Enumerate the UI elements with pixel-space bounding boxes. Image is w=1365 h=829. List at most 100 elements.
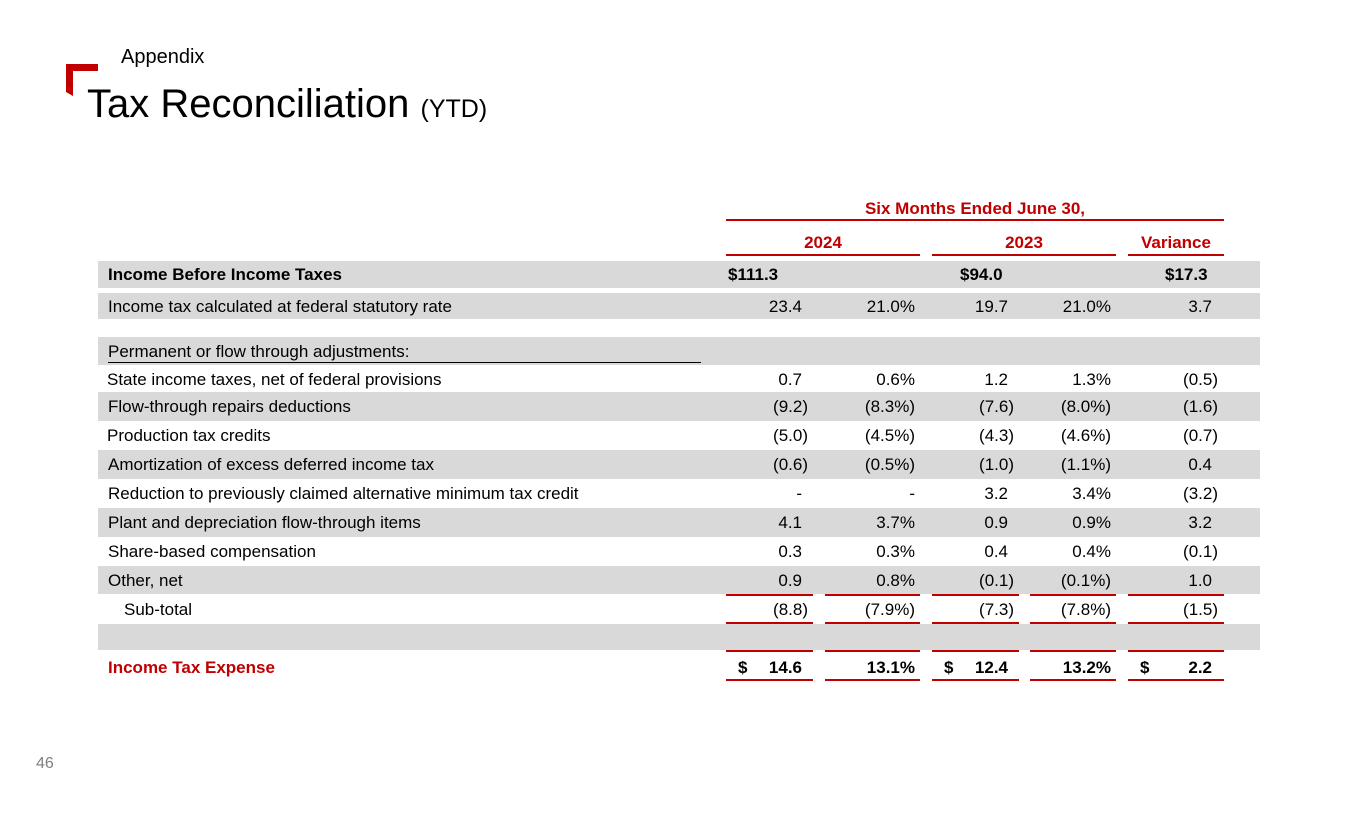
row-label: Income Tax Expense — [108, 658, 275, 677]
cell-variance: (3.2) — [1183, 484, 1218, 503]
cell-2024: (8.8) — [773, 600, 808, 619]
row-label: Income Before Income Taxes — [108, 265, 342, 284]
cell-2023-pct: (4.6%) — [1060, 426, 1111, 445]
cell-2024: (9.2) — [773, 397, 808, 416]
cell-2024: $111.3 — [728, 265, 779, 284]
page-title-suffix: (YTD) — [420, 95, 488, 123]
cell-2023: 0.9 — [984, 513, 1008, 532]
cell-variance: (0.1) — [1183, 542, 1218, 561]
cell-variance: 0.4 — [1188, 455, 1212, 474]
cell-2023: (1.0) — [979, 455, 1014, 474]
cell-variance: (1.5) — [1183, 600, 1218, 619]
cell-2024: - — [796, 484, 802, 503]
adjustments-header-underline — [108, 362, 701, 363]
cell-variance: 3.2 — [1188, 513, 1212, 532]
row-adjustment: Flow-through repairs deductions (9.2) (8… — [98, 392, 1260, 421]
cell-variance: (0.7) — [1183, 426, 1218, 445]
col-header-2023: 2023 — [932, 232, 1116, 256]
row-adjustment: Amortization of excess deferred income t… — [98, 450, 1260, 479]
cell-variance: $17.3 — [1165, 265, 1208, 284]
cell-2023: (7.3) — [979, 600, 1014, 619]
cell-2023: 1.2 — [984, 370, 1008, 389]
cell-2023: 0.4 — [984, 542, 1008, 561]
rule-below-subtotal — [825, 622, 920, 624]
cell-2024-pct: 21.0% — [866, 297, 915, 316]
page-title-text: Tax Reconciliation — [87, 82, 410, 126]
rule-below-subtotal — [1030, 622, 1116, 624]
row-label: Reduction to previously claimed alternat… — [108, 484, 579, 503]
cell-2023: (4.3) — [979, 426, 1014, 445]
row-label: State income taxes, net of federal provi… — [107, 370, 442, 389]
row-label: Production tax credits — [107, 426, 271, 445]
rule-above-total — [932, 650, 1019, 652]
row-adjustment: Reduction to previously claimed alternat… — [98, 479, 1260, 508]
cell-2023-pct: (1.1%) — [1060, 455, 1111, 474]
cell-2024: 14.6 — [768, 658, 802, 677]
cell-2023-pct: (7.8%) — [1060, 600, 1111, 619]
cell-2023: (0.1) — [979, 571, 1014, 590]
cell-2023-currency: $ — [944, 658, 954, 677]
col-header-2024: 2024 — [726, 232, 920, 256]
rule-below-total — [1030, 679, 1116, 681]
cell-2023-pct: (0.1%) — [1060, 571, 1111, 590]
rule-above-total — [726, 650, 813, 652]
cell-variance: (0.5) — [1183, 370, 1218, 389]
cell-variance: 3.7 — [1188, 297, 1212, 316]
cell-2023: 19.7 — [974, 297, 1008, 316]
cell-2024: 0.7 — [778, 370, 802, 389]
cell-2024-pct: 0.6% — [876, 370, 915, 389]
cell-2024-pct: (0.5%) — [864, 455, 915, 474]
cell-2023-pct: 1.3% — [1072, 370, 1111, 389]
row-adjustment: State income taxes, net of federal provi… — [98, 366, 1260, 392]
cell-2024-pct: 0.3% — [876, 542, 915, 561]
cell-2023-pct: 21.0% — [1062, 297, 1111, 316]
cell-2024: (0.6) — [773, 455, 808, 474]
page-title: Tax Reconciliation (YTD) — [87, 82, 487, 127]
cell-2024: 4.1 — [778, 513, 802, 532]
cell-2023: 3.2 — [984, 484, 1008, 503]
cell-2024: 23.4 — [768, 297, 802, 316]
cell-2024: 0.9 — [778, 571, 802, 590]
row-label: Other, net — [108, 571, 183, 590]
cell-2023-pct: 13.2% — [1062, 658, 1111, 677]
cell-2024-pct: 0.8% — [876, 571, 915, 590]
adjustments-header-label: Permanent or flow through adjustments: — [108, 342, 410, 361]
row-label: Income tax calculated at federal statuto… — [108, 297, 452, 316]
rule-below-total — [932, 679, 1019, 681]
rule-above-total — [1128, 650, 1224, 652]
cell-variance: (1.6) — [1183, 397, 1218, 416]
cell-2024-pct: - — [909, 484, 915, 503]
rule-above-total — [825, 650, 920, 652]
cell-2024-pct: 3.7% — [876, 513, 915, 532]
rule-below-total — [726, 679, 813, 681]
row-subtotal: Sub-total (8.8) (7.9%) (7.3) (7.8%) (1.5… — [98, 596, 1260, 622]
row-adjustments-header: Permanent or flow through adjustments: — [98, 337, 1260, 365]
row-adjustment: Production tax credits (5.0) (4.5%) (4.3… — [98, 421, 1260, 450]
cell-2024-pct: (4.5%) — [864, 426, 915, 445]
cell-2024-pct: 13.1% — [866, 658, 915, 677]
cell-2024-pct: (7.9%) — [864, 600, 915, 619]
col-header-variance: Variance — [1128, 232, 1224, 256]
row-label: Sub-total — [124, 600, 193, 619]
rule-above-subtotal — [932, 594, 1019, 596]
row-label: Plant and depreciation flow-through item… — [108, 513, 421, 532]
section-label: Appendix — [121, 46, 205, 68]
row-adjustment: Share-based compensation 0.3 0.3% 0.4 0.… — [98, 537, 1260, 566]
row-label: Share-based compensation — [108, 542, 316, 561]
cell-variance: 2.2 — [1188, 658, 1212, 677]
period-header: Six Months Ended June 30, — [726, 199, 1224, 221]
cell-2023-pct: 0.4% — [1072, 542, 1111, 561]
cell-2024: (5.0) — [773, 426, 808, 445]
rule-above-total — [1030, 650, 1116, 652]
row-income-before-taxes: Income Before Income Taxes $111.3 $94.0 … — [98, 261, 1260, 288]
cell-2023-pct: (8.0%) — [1060, 397, 1111, 416]
rule-below-total — [825, 679, 920, 681]
cell-2024-pct: (8.3%) — [864, 397, 915, 416]
cell-2023-pct: 3.4% — [1072, 484, 1111, 503]
cell-2024-currency: $ — [738, 658, 748, 677]
cell-variance-currency: $ — [1140, 658, 1150, 677]
row-adjustment: Other, net 0.9 0.8% (0.1) (0.1%) 1.0 — [98, 566, 1260, 594]
rule-below-subtotal — [1128, 622, 1224, 624]
row-label: Amortization of excess deferred income t… — [108, 455, 434, 474]
row-adjustment: Plant and depreciation flow-through item… — [98, 508, 1260, 537]
